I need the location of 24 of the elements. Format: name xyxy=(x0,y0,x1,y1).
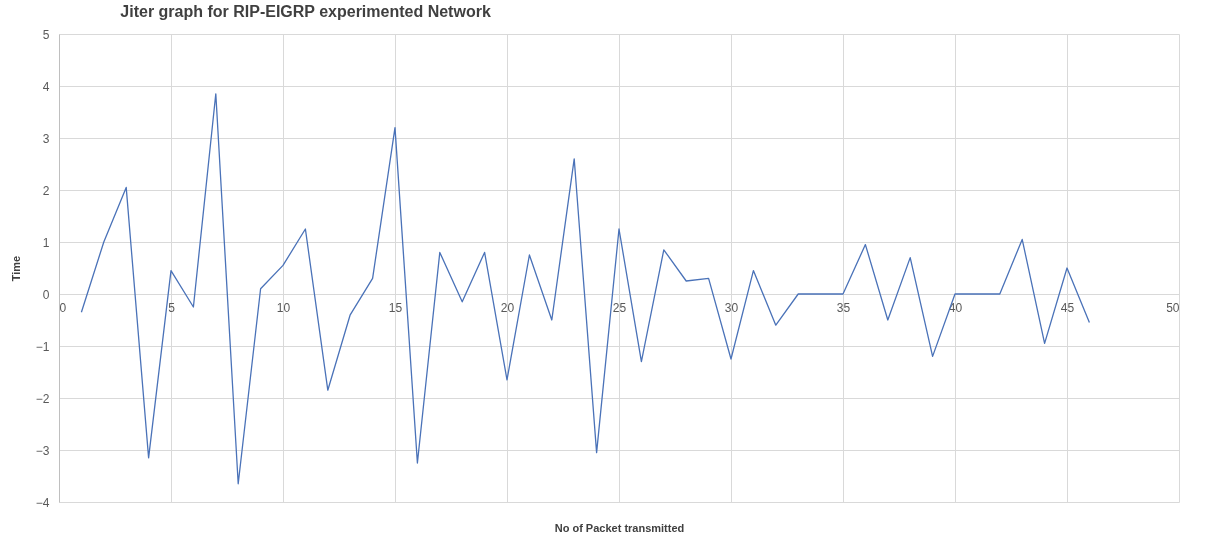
x-tick-label: 20 xyxy=(500,300,515,315)
x-tick-label: 5 xyxy=(168,300,176,315)
y-tick-label: 5 xyxy=(42,27,50,42)
x-axis-title: No of Packet transmitted xyxy=(554,521,685,534)
line-series xyxy=(80,93,1091,485)
x-tick-label: 10 xyxy=(276,300,291,315)
x-tick-label: 15 xyxy=(388,300,403,315)
x-tick-label: 0 xyxy=(59,300,67,315)
y-tick-label: 3 xyxy=(42,131,50,146)
y-tick-label: −2 xyxy=(35,391,50,406)
x-tick-label: 45 xyxy=(1060,300,1075,315)
y-tick-label: 0 xyxy=(42,287,50,302)
x-tick-label: 25 xyxy=(612,300,627,315)
y-axis-title: Time xyxy=(9,255,22,282)
x-tick-label: 30 xyxy=(724,300,739,315)
y-tick-label: −3 xyxy=(35,443,50,458)
y-tick-label: 1 xyxy=(42,235,50,250)
y-tick-label: 4 xyxy=(42,79,50,94)
y-tick-label: 2 xyxy=(42,183,50,198)
y-tick-label: −1 xyxy=(35,339,50,354)
y-tick-label: −4 xyxy=(35,495,50,510)
x-tick-label: 35 xyxy=(836,300,851,315)
chart-title: Jiter graph for RIP-EIGRP experimented Network xyxy=(120,3,491,20)
x-tick-label: 50 xyxy=(1166,300,1180,315)
